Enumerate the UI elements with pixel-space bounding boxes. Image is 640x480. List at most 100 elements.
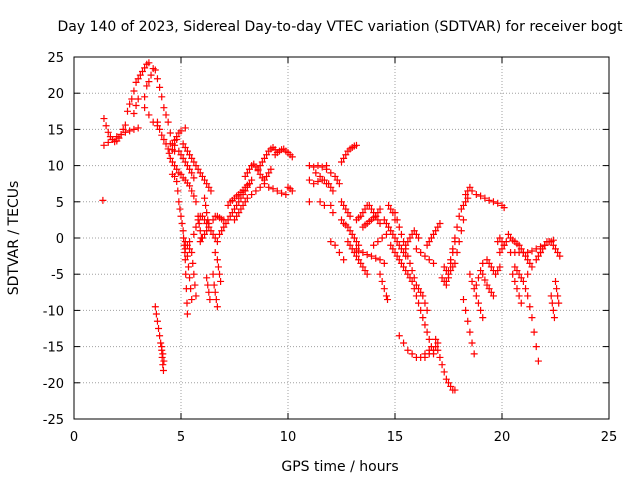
data-point [203, 209, 211, 217]
data-point [344, 223, 352, 231]
data-point [121, 121, 129, 129]
data-point [130, 109, 138, 117]
data-point [168, 158, 176, 166]
data-point [376, 270, 384, 278]
data-point [99, 196, 107, 204]
data-point [134, 75, 142, 83]
data-point [367, 205, 375, 213]
data-point [453, 223, 461, 231]
data-point [194, 165, 202, 173]
data-point [327, 201, 335, 209]
data-point [134, 95, 142, 103]
data-point [203, 180, 211, 188]
data-point [273, 187, 281, 195]
data-point [447, 267, 455, 275]
data-point [359, 263, 367, 271]
data-point [352, 141, 360, 149]
data-point [472, 292, 480, 300]
data-point [355, 247, 363, 255]
data-point [141, 104, 149, 112]
data-point [333, 176, 341, 184]
data-point [141, 64, 149, 72]
data-point [459, 216, 467, 224]
data-point [434, 339, 442, 347]
data-point [537, 248, 545, 256]
data-point [363, 251, 371, 259]
data-point [187, 285, 195, 293]
data-point [504, 230, 512, 238]
data-point [436, 220, 444, 228]
data-point [189, 259, 197, 267]
data-point [171, 172, 179, 180]
data-point [419, 314, 427, 322]
data-point [393, 252, 401, 260]
data-point [447, 382, 455, 390]
data-point [395, 332, 403, 340]
data-point [427, 234, 435, 242]
data-point [355, 256, 363, 264]
data-point [181, 158, 189, 166]
data-point [376, 220, 384, 228]
data-point [532, 343, 540, 351]
data-point [492, 270, 500, 278]
data-point [372, 212, 380, 220]
data-point [132, 102, 140, 110]
data-point [500, 204, 508, 212]
data-point [404, 346, 412, 354]
data-point [177, 151, 185, 159]
data-point [489, 292, 497, 300]
data-point [408, 350, 416, 358]
data-point [254, 165, 262, 173]
data-point [203, 274, 211, 282]
data-point [183, 162, 191, 170]
data-point [143, 82, 151, 90]
data-point [202, 201, 210, 209]
data-point [468, 277, 476, 285]
data-point [481, 194, 489, 202]
data-point [183, 147, 191, 155]
y-tick-label: -25 [43, 413, 64, 428]
data-point [397, 259, 405, 267]
data-point [468, 339, 476, 347]
data-point [228, 209, 236, 217]
data-point [162, 140, 170, 148]
data-point [213, 238, 221, 246]
data-point [173, 178, 181, 186]
data-point [554, 248, 562, 256]
data-point [400, 248, 408, 256]
data-point [474, 274, 482, 282]
data-point [164, 145, 172, 153]
data-point [224, 216, 232, 224]
data-point [265, 183, 273, 191]
data-point [513, 285, 521, 293]
data-point [155, 325, 163, 332]
data-point [190, 192, 198, 200]
data-point [344, 209, 352, 217]
y-tick-label: 10 [47, 160, 64, 175]
data-point [547, 292, 555, 300]
data-point [462, 306, 470, 314]
data-point [434, 346, 442, 354]
data-point [421, 299, 429, 307]
data-point [329, 209, 337, 217]
data-point [102, 122, 110, 130]
data-point [442, 375, 450, 383]
data-point [404, 270, 412, 278]
data-point [188, 169, 196, 177]
grid-lines [74, 57, 609, 419]
data-point [421, 321, 429, 329]
data-point [211, 248, 219, 256]
data-point [278, 189, 286, 197]
data-point [124, 107, 131, 115]
data-point [335, 248, 343, 256]
data-point [395, 223, 403, 231]
data-point [314, 178, 322, 186]
x-tick-label: 20 [494, 430, 511, 445]
data-point [376, 256, 384, 264]
data-point [145, 111, 153, 119]
data-point [340, 154, 348, 162]
data-point [176, 205, 184, 213]
data-point [305, 198, 313, 206]
data-point [402, 241, 410, 249]
data-point [440, 368, 448, 376]
